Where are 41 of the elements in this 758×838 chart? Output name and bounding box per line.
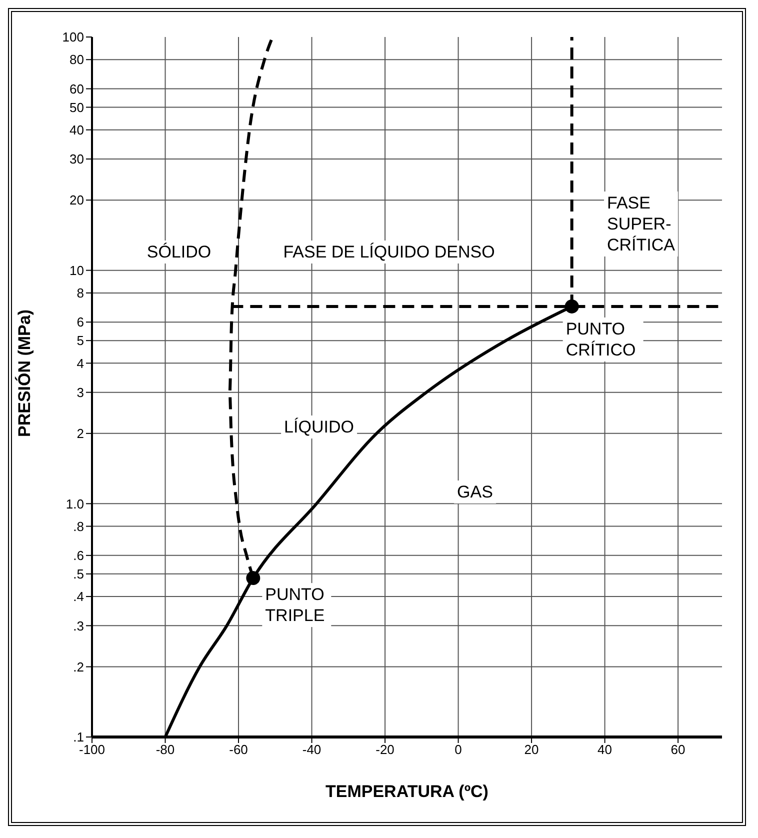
x-tick-label: -60 bbox=[229, 742, 248, 758]
y-axis-title: PRESIÓN (MPa) bbox=[14, 309, 34, 437]
y-tick-label: 30 bbox=[70, 152, 84, 167]
y-tick-label: .1 bbox=[73, 730, 84, 745]
x-tick-label: 0 bbox=[454, 742, 462, 758]
x-tick-label: -20 bbox=[376, 742, 394, 758]
y-tick-label: 60 bbox=[70, 81, 84, 96]
y-tick-label: 100 bbox=[62, 30, 84, 45]
x-tick-label: -100 bbox=[78, 742, 106, 758]
y-tick-label: 5 bbox=[76, 333, 84, 348]
y-tick-label: 80 bbox=[70, 52, 84, 68]
frame: PUNTO CRÍTICO PUNTO TRIPLE -100 -80 -60 -40 -20 0 20 40 60 TEMPERATURA (ºC) .1 .2 .3 .4 .5 .6 .8 1.0 2 3 4 5 6 8 10 20 30 40 50 60 80 100 PRESIÓN (MPa) SÓLIDO FASE DE LÍQUIDO DENSO FASE SUPER- CRÍTICA LÍQUIDO GAS bbox=[8, 8, 746, 826]
y-tick-label: 50 bbox=[70, 100, 84, 115]
y-tick-label: 10 bbox=[70, 262, 84, 278]
annotation: LÍQUIDO bbox=[281, 416, 357, 438]
x-tick-label: 40 bbox=[598, 742, 612, 758]
y-tick-label: 20 bbox=[70, 192, 84, 208]
y-tick-label: 6 bbox=[76, 314, 84, 330]
y-tick-label: .5 bbox=[73, 566, 84, 582]
x-tick-label: -80 bbox=[156, 742, 175, 758]
annotation: SÓLIDO bbox=[144, 240, 214, 264]
x-tick-label: 20 bbox=[524, 742, 539, 758]
annotation: FASE SUPER- CRÍTICA bbox=[604, 192, 678, 256]
annotation: PUNTO CRÍTICO bbox=[566, 319, 636, 360]
annotation: PUNTO TRIPLE bbox=[265, 585, 325, 626]
y-tick-label: 3 bbox=[76, 384, 84, 400]
annotation: FASE DE LÍQUIDO DENSO bbox=[280, 240, 498, 264]
y-tick-label: .8 bbox=[73, 518, 84, 534]
y-tick-label: .2 bbox=[73, 659, 84, 674]
annotation: GAS bbox=[454, 480, 496, 504]
x-tick-label: -40 bbox=[302, 742, 322, 758]
y-tick-label: .4 bbox=[73, 589, 84, 604]
x-axis-title: TEMPERATURA (ºC) bbox=[326, 782, 488, 801]
y-tick-label: 4 bbox=[76, 356, 84, 371]
y-tick-label: .3 bbox=[73, 618, 84, 634]
y-tick-label: 1.0 bbox=[66, 496, 84, 512]
y-tick-label: 40 bbox=[70, 122, 84, 138]
y-tick-label: 2 bbox=[76, 426, 84, 442]
x-tick-label: 60 bbox=[670, 742, 686, 758]
y-tick-label: .6 bbox=[73, 548, 84, 564]
y-tick-label: 8 bbox=[76, 286, 84, 301]
